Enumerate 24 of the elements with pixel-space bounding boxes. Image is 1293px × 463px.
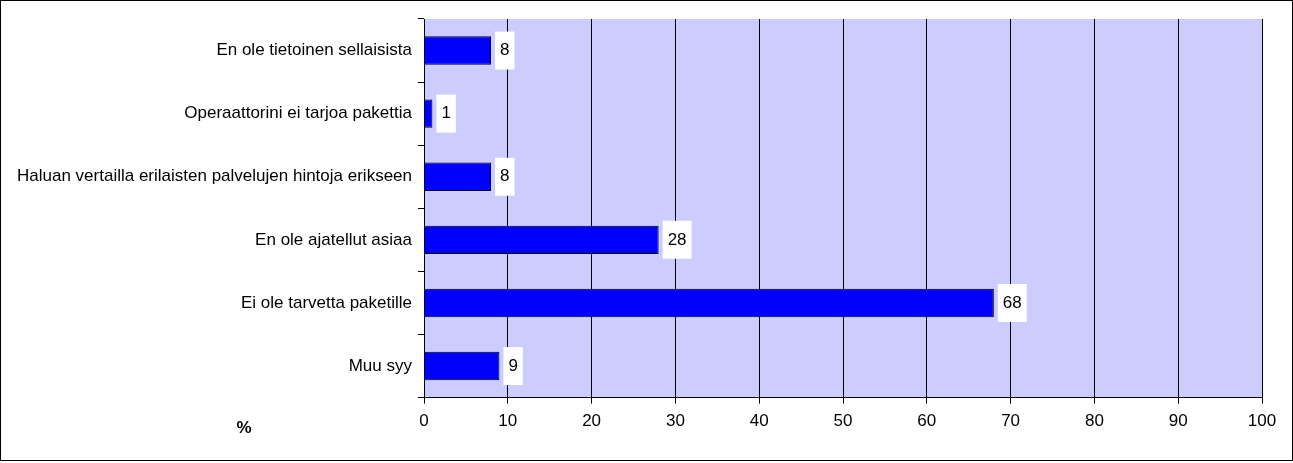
y-tick-label: Haluan vertailla erilaisten palvelujen hintoja erikseen — [16, 166, 413, 186]
data-label: 28 — [667, 229, 687, 249]
y-tick-label: Operaattorini ei tarjoa pakettia — [184, 103, 413, 123]
data-label: 68 — [1002, 292, 1022, 312]
x-tick-label: 30 — [665, 411, 685, 431]
x-axis-title: % — [236, 417, 252, 437]
data-label: 8 — [500, 166, 510, 186]
x-tick-label: 20 — [582, 411, 602, 431]
x-tick-label: 50 — [833, 411, 853, 431]
x-tick-label: 0 — [419, 411, 429, 431]
x-tick-label: 100 — [1247, 411, 1277, 431]
x-tick-label: 10 — [498, 411, 518, 431]
x-tick-label: 60 — [917, 411, 937, 431]
x-tick-label: 70 — [1001, 411, 1021, 431]
y-tick-label: Ei ole tarvetta paketille — [240, 292, 413, 312]
x-tick-label: 40 — [749, 411, 769, 431]
data-label: 1 — [441, 103, 451, 123]
x-tick-label: 90 — [1168, 411, 1188, 431]
data-label: 8 — [500, 40, 510, 60]
data-label: 9 — [508, 355, 518, 375]
y-tick-label: En ole tietoinen sellaisista — [216, 40, 413, 60]
y-tick-label: En ole ajatellut asiaa — [255, 229, 413, 249]
x-tick-label: 80 — [1084, 411, 1104, 431]
y-tick-label: Muu syy — [348, 355, 413, 375]
